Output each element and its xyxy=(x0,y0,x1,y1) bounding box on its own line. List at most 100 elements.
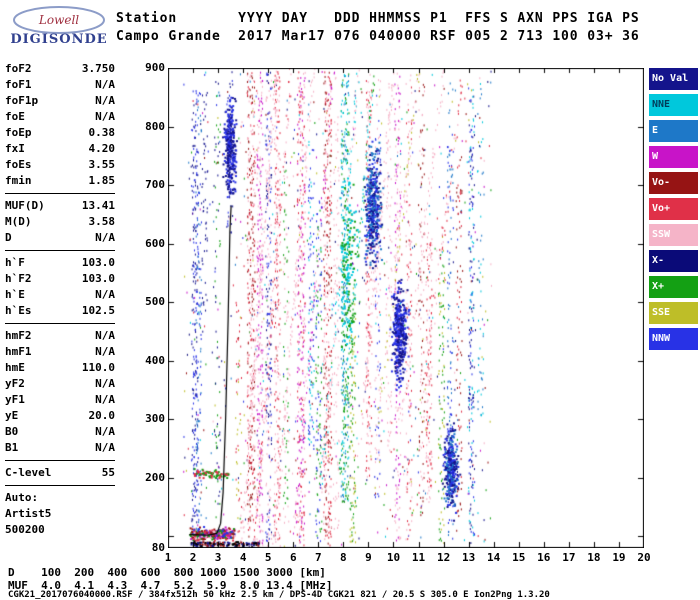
x-axis-tick-label: 14 xyxy=(487,551,501,564)
param-label: M(D) xyxy=(5,215,32,228)
param-row: h`E N/A xyxy=(5,287,115,303)
param-row: hmF2 N/A xyxy=(5,328,115,344)
param-row: C-level 55 xyxy=(5,465,115,481)
param-row: hmF1 N/A xyxy=(5,344,115,360)
logo-ellipse xyxy=(13,6,105,34)
param-value: 20.0 xyxy=(88,409,116,422)
x-axis-tick-label: 1 xyxy=(164,551,172,564)
logo-lowell-text: Lowell xyxy=(38,13,79,27)
legend-item-e: E xyxy=(649,120,698,142)
x-axis-tick-label: 19 xyxy=(612,551,626,564)
param-row: yF1 N/A xyxy=(5,392,115,408)
x-axis-tick-label: 6 xyxy=(289,551,297,564)
header-line-2: Campo Grande 2017 Mar17 076 040000 RSF 0… xyxy=(116,29,640,44)
legend-item-x+: X+ xyxy=(649,276,698,298)
param-label: h`Es xyxy=(5,304,32,317)
param-label: h`E xyxy=(5,288,25,301)
legend-item-w: W xyxy=(649,146,698,168)
y-axis-tick-label: 300 xyxy=(145,412,165,426)
param-label: 500200 xyxy=(5,523,45,536)
x-axis-tick-label: 11 xyxy=(411,551,426,564)
param-row: M(D) 3.58 xyxy=(5,214,115,230)
param-row: h`Es 102.5 xyxy=(5,303,115,319)
chart-area: 900 800 700 600 500 400 300 200 80 1 2 3 4 5 6 7 8 9 10 11 1… xyxy=(140,60,700,580)
param-label: yE xyxy=(5,409,19,422)
param-group: hmF2 N/A hmF1 N/A hmE 110.0 yF2 N/A yF1 N/A yE 20.0… xyxy=(5,323,115,460)
param-group: Auto: Artist5 500200 xyxy=(5,485,115,542)
param-value: 103.0 xyxy=(81,272,115,285)
x-axis-tick-label: 8 xyxy=(340,551,347,564)
param-row: yE 20.0 xyxy=(5,408,115,424)
x-axis-tick-label: 2 xyxy=(189,551,197,564)
param-value: 4.20 xyxy=(88,142,116,155)
x-axis-tick-label: 12 xyxy=(436,551,451,564)
param-row: Auto: xyxy=(5,490,115,506)
param-label: MUF(D) xyxy=(5,199,45,212)
param-group: MUF(D) 13.41 M(D) 3.58 D N/A xyxy=(5,193,115,250)
param-label: hmF2 xyxy=(5,329,32,342)
param-value: N/A xyxy=(95,425,115,438)
param-value: N/A xyxy=(95,377,115,390)
param-label: fxI xyxy=(5,142,25,155)
param-label: foE xyxy=(5,110,25,123)
param-row: foEs 3.55 xyxy=(5,157,115,173)
param-row: foEp 0.38 xyxy=(5,125,115,141)
legend-item-ssw: SSW xyxy=(649,224,698,246)
param-label: h`F2 xyxy=(5,272,32,285)
legend-item-nne: NNE xyxy=(649,94,698,116)
param-value: N/A xyxy=(95,110,115,123)
param-value: N/A xyxy=(95,94,115,107)
param-row: D N/A xyxy=(5,230,115,246)
param-label: foEp xyxy=(5,126,32,139)
y-axis-tick-label: 900 xyxy=(145,61,165,74)
param-label: Artist5 xyxy=(5,507,52,520)
param-label: hmE xyxy=(5,361,25,374)
x-axis-tick-label: 10 xyxy=(386,551,401,564)
param-value: 102.5 xyxy=(81,304,115,317)
param-value: N/A xyxy=(95,345,115,358)
param-value: N/A xyxy=(95,78,115,91)
param-label: C-level xyxy=(5,466,52,479)
param-value: 0.38 xyxy=(88,126,116,139)
y-axis-tick-label: 700 xyxy=(145,178,165,192)
param-row: h`F 103.0 xyxy=(5,255,115,271)
y-axis-tick-label: 200 xyxy=(145,470,165,484)
param-value: N/A xyxy=(95,329,115,342)
param-label: h`F xyxy=(5,256,25,269)
param-label: yF1 xyxy=(5,393,25,406)
d-distance-row: D 100 200 400 600 800 1000 1500 3000 [km… xyxy=(8,566,326,579)
param-value: 3.55 xyxy=(88,158,116,171)
param-label: Auto: xyxy=(5,491,39,504)
x-axis-tick-label: 13 xyxy=(462,551,476,564)
x-axis-tick-label: 7 xyxy=(315,551,322,564)
station-header: Station YYYY DAY DDD HHMMSS P1 FFS S AXN… xyxy=(116,10,640,46)
param-group: foF2 3.750 foF1 N/A foF1p N/A foE N/A foEp 0.38 fx… xyxy=(5,57,115,193)
y-axis-tick-label: 500 xyxy=(145,295,165,309)
param-row: Artist5 xyxy=(5,506,115,522)
param-value: N/A xyxy=(95,231,115,244)
param-label: yF2 xyxy=(5,377,25,390)
legend-item-sse: SSE xyxy=(649,302,698,324)
param-label: fmin xyxy=(5,174,32,187)
x-axis-tick-label: 18 xyxy=(587,551,601,564)
y-axis-tick-label: 800 xyxy=(145,119,165,133)
param-row: h`F2 103.0 xyxy=(5,271,115,287)
param-row: 500200 xyxy=(5,522,115,538)
param-row: foF1p N/A xyxy=(5,93,115,109)
muf-row: MUF 4.0 4.1 4.3 4.7 5.2 5.9 8.0 13.4 [MH… xyxy=(8,579,333,592)
y-axis-tick-label: 400 xyxy=(145,353,165,367)
ionogram-canvas xyxy=(168,68,644,548)
param-label: B1 xyxy=(5,441,19,454)
param-row: MUF(D) 13.41 xyxy=(5,198,115,214)
param-label: foF1p xyxy=(5,94,39,107)
logo-graphic: Lowell DIGISONDE xyxy=(10,6,107,47)
param-value: N/A xyxy=(95,288,115,301)
param-value: 103.0 xyxy=(81,256,115,269)
y-axis-tick-label: 80 xyxy=(151,541,165,554)
x-axis-tick-label: 3 xyxy=(214,551,222,564)
x-axis-tick-label: 15 xyxy=(512,551,526,564)
y-axis-tick-label: 600 xyxy=(145,236,165,250)
x-axis-tick-label: 16 xyxy=(537,551,551,564)
param-value: N/A xyxy=(95,441,115,454)
param-label: foF2 xyxy=(5,62,32,75)
